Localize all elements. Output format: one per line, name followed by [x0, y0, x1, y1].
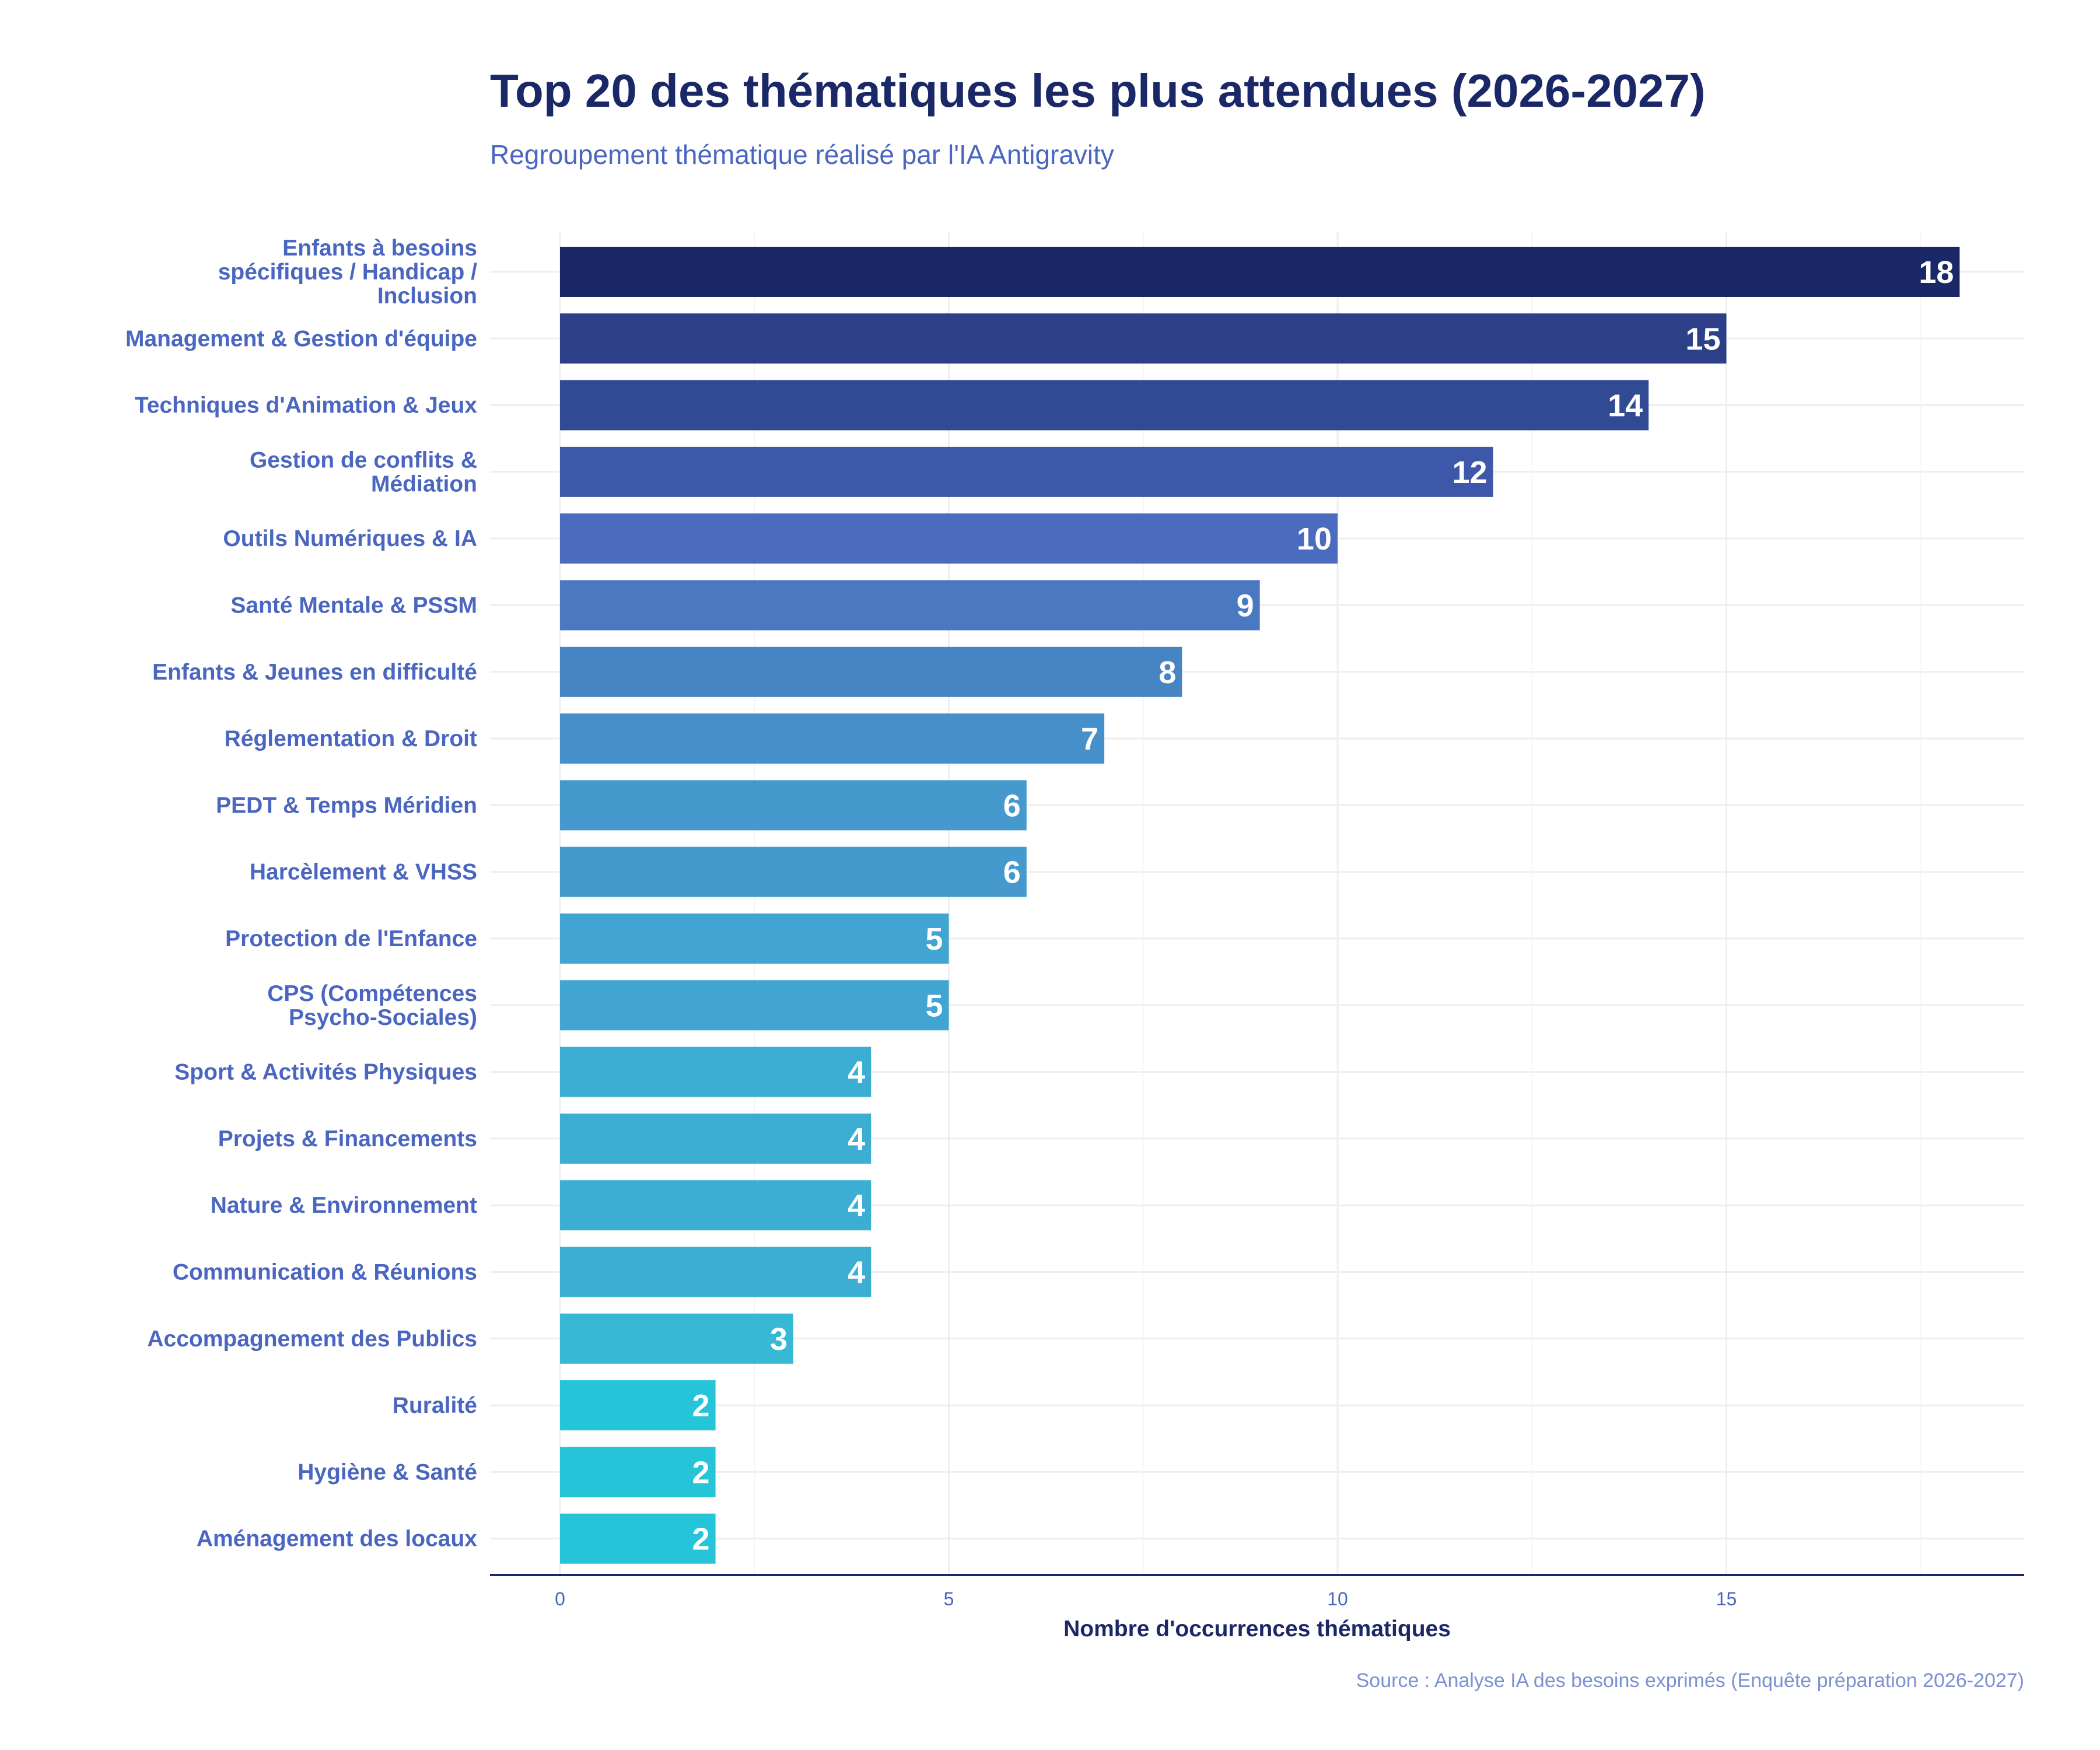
- bar: [560, 446, 1493, 497]
- source-note: Source : Analyse IA des besoins exprimés…: [1356, 1670, 2024, 1692]
- category-label: Sport & Activités Physiques: [174, 1060, 477, 1085]
- category-label: Enfants à besoins spécifiques / Handicap …: [218, 236, 477, 309]
- chart-subtitle: Regroupement thématique réalisé par l'IA…: [490, 139, 1114, 170]
- bar-value-label: 2: [692, 1388, 710, 1423]
- category-label: CPS (Compétences Psycho-Sociales): [267, 981, 477, 1030]
- bar-value-label: 4: [848, 1055, 865, 1090]
- bar-value-label: 8: [1158, 655, 1176, 690]
- category-label: Aménagement des locaux: [197, 1527, 477, 1552]
- bar-value-label: 5: [925, 988, 943, 1023]
- category-label: Ruralité: [393, 1393, 477, 1418]
- bar: [560, 513, 1338, 564]
- category-label: Outils Numériques & IA: [223, 526, 477, 551]
- category-label: Nature & Environnement: [211, 1193, 477, 1218]
- category-label: PEDT & Temps Méridien: [216, 793, 477, 818]
- category-label: Techniques d'Animation & Jeux: [135, 393, 477, 418]
- x-tick-label: 10: [1327, 1588, 1348, 1609]
- bars: [560, 247, 1960, 1564]
- bar: [560, 980, 949, 1031]
- category-labels: Enfants à besoins spécifiques / Handicap …: [125, 236, 477, 1552]
- x-tick-label: 15: [1716, 1588, 1737, 1609]
- category-label: Santé Mentale & PSSM: [230, 593, 477, 618]
- category-label: Enfants & Jeunes en difficulté: [152, 660, 477, 685]
- bar: [560, 1180, 872, 1231]
- category-label: Réglementation & Droit: [225, 726, 477, 751]
- bar: [560, 1247, 872, 1297]
- x-tick-label: 5: [944, 1588, 954, 1609]
- bar-value-label: 10: [1297, 522, 1332, 556]
- bar: [560, 1313, 793, 1364]
- category-label: Management & Gestion d'équipe: [125, 326, 477, 351]
- bar: [560, 646, 1182, 697]
- bar: [560, 780, 1027, 831]
- bar: [560, 1447, 716, 1497]
- bar: [560, 1113, 872, 1164]
- category-label: Harcèlement & VHSS: [250, 860, 477, 885]
- category-label: Accompagnement des Publics: [147, 1326, 477, 1352]
- bar-value-label: 6: [1003, 788, 1021, 823]
- x-axis-title: Nombre d'occurrences thématiques: [1063, 1616, 1451, 1642]
- bar-value-label: 12: [1452, 455, 1488, 490]
- value-labels: 18 15 14 12 10 9 8 7 6 6 5 5 4 4 4 4 3 2 2 2: [692, 255, 1954, 1557]
- bar-value-label: 2: [692, 1522, 710, 1557]
- bar-value-label: 4: [848, 1188, 865, 1223]
- bar: [560, 580, 1260, 631]
- bar-value-label: 6: [1003, 855, 1021, 890]
- bar: [560, 1046, 872, 1097]
- category-label: Projets & Financements: [218, 1126, 477, 1152]
- bar-value-label: 18: [1919, 255, 1954, 290]
- bar: [560, 380, 1649, 430]
- bar: [560, 914, 949, 964]
- bar-value-label: 3: [770, 1322, 788, 1357]
- bar-value-label: 4: [848, 1255, 865, 1290]
- bar: [560, 1380, 716, 1431]
- bar-value-label: 5: [925, 922, 943, 957]
- bar: [560, 713, 1105, 764]
- bar-value-label: 9: [1237, 589, 1254, 624]
- category-label: Gestion de conflits & Médiation: [250, 447, 477, 496]
- bar: [560, 313, 1727, 364]
- bar: [560, 1513, 716, 1564]
- bar: [560, 247, 1960, 297]
- bar: [560, 846, 1027, 897]
- x-tick-labels: 0 5 10 15: [555, 1588, 1737, 1609]
- bar-value-label: 7: [1081, 722, 1098, 757]
- chart-title: Top 20 des thématiques les plus attendue…: [490, 65, 1706, 117]
- gridlines: [490, 232, 2024, 1575]
- category-label: Protection de l'Enfance: [225, 926, 477, 951]
- x-tick-label: 0: [555, 1588, 565, 1609]
- bar-value-label: 4: [848, 1122, 865, 1157]
- category-label: Hygiène & Santé: [298, 1460, 477, 1485]
- bar-value-label: 15: [1685, 321, 1720, 356]
- bar-value-label: 2: [692, 1455, 710, 1490]
- category-label: Communication & Réunions: [173, 1260, 477, 1285]
- bar-value-label: 14: [1608, 388, 1643, 424]
